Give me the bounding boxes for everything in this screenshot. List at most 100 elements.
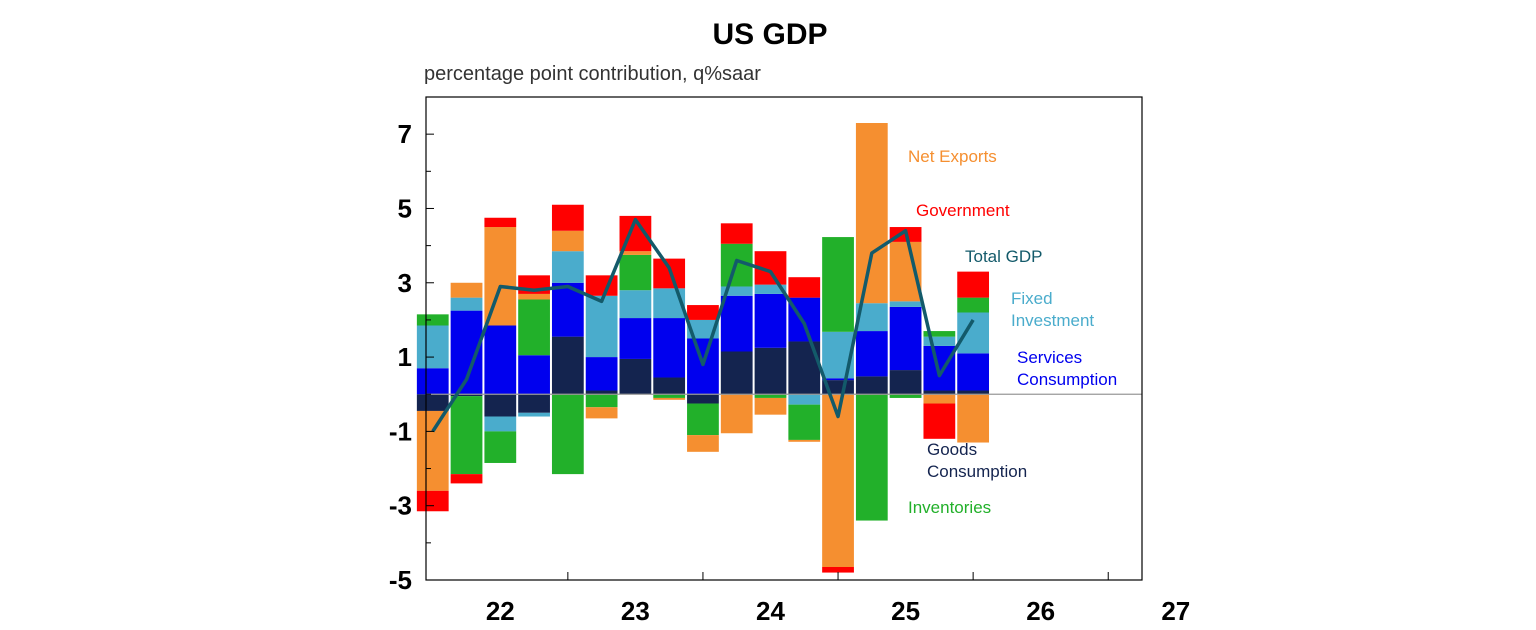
bar-services-consumption bbox=[484, 325, 517, 395]
bar-government bbox=[720, 223, 753, 244]
bar-inventories bbox=[484, 431, 517, 463]
bar-net-exports bbox=[923, 394, 956, 404]
bar-net-exports bbox=[585, 407, 618, 419]
bar-inventories bbox=[855, 394, 888, 521]
bar-net-exports bbox=[687, 435, 719, 452]
series-annotation-label: Government bbox=[916, 201, 1010, 220]
x-tick-label: 23 bbox=[621, 596, 650, 626]
chart-title: US GDP bbox=[712, 18, 827, 51]
bar-government bbox=[450, 474, 483, 484]
bar-services-consumption bbox=[518, 355, 550, 395]
bar-goods-consumption bbox=[484, 394, 517, 417]
bar-inventories bbox=[416, 314, 449, 326]
bar-goods-consumption bbox=[653, 377, 686, 395]
total-gdp-series-line bbox=[431, 217, 975, 433]
bar-net-exports bbox=[822, 394, 854, 567]
y-tick-label: 7 bbox=[398, 119, 412, 149]
total-gdp-line bbox=[431, 217, 975, 433]
bar-inventories bbox=[551, 394, 584, 475]
x-tick-label: 27 bbox=[1161, 596, 1190, 626]
bar-services-consumption bbox=[416, 368, 449, 395]
bar-inventories bbox=[923, 331, 956, 337]
bar-inventories bbox=[619, 254, 652, 291]
bar-government bbox=[788, 277, 821, 298]
bar-inventories bbox=[957, 297, 990, 313]
bar-government bbox=[653, 258, 686, 289]
plot-border bbox=[425, 96, 1143, 581]
bar-government bbox=[551, 204, 584, 231]
bar-fixed-investment bbox=[484, 416, 517, 432]
bar-net-exports bbox=[788, 439, 821, 442]
series-annotation-label: Fixed bbox=[1011, 289, 1053, 308]
bar-fixed-investment bbox=[889, 301, 922, 307]
bar-services-consumption bbox=[754, 293, 787, 348]
bar-government bbox=[957, 271, 990, 298]
bar-inventories bbox=[788, 404, 821, 440]
x-tick-label: 25 bbox=[891, 596, 920, 626]
bar-fixed-investment bbox=[720, 286, 753, 296]
y-tick-label: -1 bbox=[389, 416, 412, 446]
bar-fixed-investment bbox=[416, 325, 449, 369]
bar-government bbox=[923, 403, 956, 439]
bar-government bbox=[484, 217, 517, 228]
bar-goods-consumption bbox=[855, 376, 888, 395]
bar-services-consumption bbox=[653, 318, 686, 378]
bar-inventories bbox=[754, 394, 787, 398]
bar-goods-consumption bbox=[720, 351, 753, 395]
bar-services-consumption bbox=[619, 318, 652, 359]
series-annotation-label: Services bbox=[1017, 348, 1082, 367]
bar-net-exports bbox=[450, 282, 483, 298]
bar-inventories bbox=[653, 394, 686, 398]
bar-inventories bbox=[585, 394, 618, 408]
bar-fixed-investment bbox=[687, 319, 719, 339]
bar-government bbox=[822, 566, 854, 573]
bar-fixed-investment bbox=[788, 394, 821, 405]
y-axis: 7 5 3 1 -1 -3 -5 bbox=[389, 96, 434, 595]
bar-net-exports bbox=[484, 227, 517, 326]
bar-fixed-investment bbox=[957, 312, 990, 354]
bar-net-exports bbox=[619, 251, 652, 255]
bar-fixed-investment bbox=[923, 336, 956, 346]
bar-goods-consumption bbox=[923, 390, 956, 395]
bar-government bbox=[687, 305, 719, 320]
series-annotations: Net Exports Government Total GDP Fixed Inves… bbox=[908, 147, 1117, 517]
bar-goods-consumption bbox=[754, 347, 787, 395]
chart-subtitle: percentage point contribution, q%saar bbox=[424, 63, 761, 85]
bar-goods-consumption bbox=[889, 370, 922, 395]
y-tick-label: 5 bbox=[398, 193, 412, 223]
stacked-bars bbox=[416, 123, 990, 573]
x-tick-label: 22 bbox=[486, 596, 515, 626]
bar-goods-consumption bbox=[551, 336, 584, 395]
bar-inventories bbox=[822, 237, 854, 332]
y-tick-label: -3 bbox=[389, 491, 412, 521]
bar-fixed-investment bbox=[551, 251, 584, 283]
bar-fixed-investment bbox=[619, 290, 652, 319]
series-annotation-label: Inventories bbox=[908, 498, 991, 517]
x-axis: 22 23 24 25 26 27 bbox=[486, 572, 1190, 626]
series-annotation-label: Investment bbox=[1011, 311, 1094, 330]
series-annotation-label: Consumption bbox=[927, 462, 1027, 481]
bar-services-consumption bbox=[957, 353, 990, 391]
bar-goods-consumption bbox=[957, 390, 990, 395]
bar-net-exports bbox=[518, 293, 550, 300]
bar-inventories bbox=[687, 403, 719, 436]
bar-services-consumption bbox=[855, 331, 888, 377]
y-tick-label: 1 bbox=[398, 342, 412, 372]
bar-net-exports bbox=[754, 397, 787, 415]
bar-inventories bbox=[518, 299, 550, 356]
bar-fixed-investment bbox=[754, 284, 787, 294]
bar-net-exports bbox=[855, 123, 888, 304]
bar-net-exports bbox=[720, 394, 753, 434]
series-annotation-label: Consumption bbox=[1017, 370, 1117, 389]
series-annotation-label: Goods bbox=[927, 440, 977, 459]
bar-goods-consumption bbox=[450, 394, 483, 397]
bar-inventories bbox=[450, 396, 483, 475]
bar-goods-consumption bbox=[619, 358, 652, 395]
bar-fixed-investment bbox=[450, 297, 483, 311]
bar-net-exports bbox=[957, 394, 990, 443]
bar-fixed-investment bbox=[585, 295, 618, 358]
bar-goods-consumption bbox=[585, 390, 618, 395]
bar-services-consumption bbox=[822, 378, 854, 381]
bar-net-exports bbox=[551, 230, 584, 252]
